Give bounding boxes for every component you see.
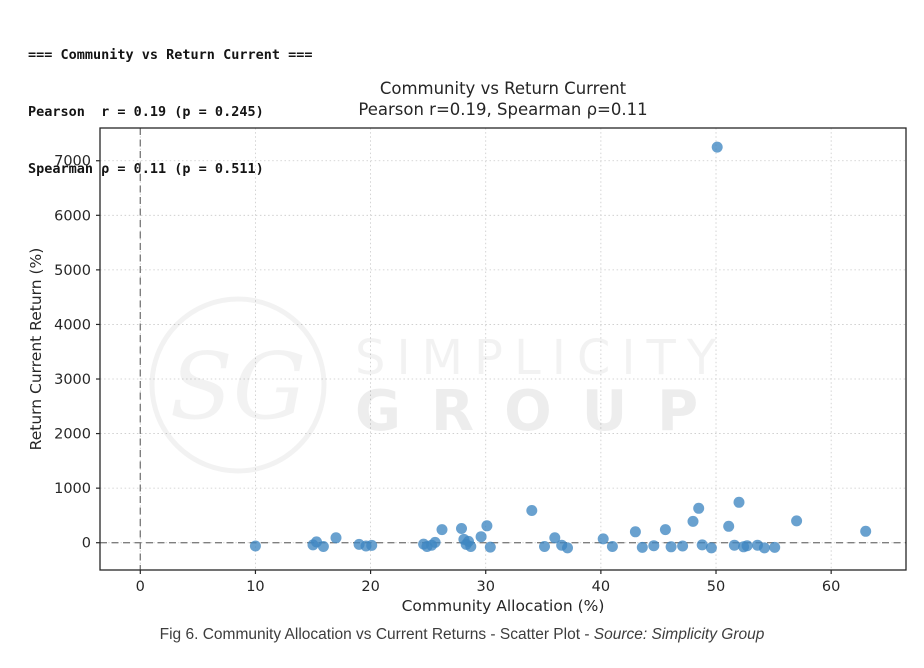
scatter-point (549, 532, 561, 544)
chart-titles: Community vs Return Current Pearson r=0.… (100, 78, 906, 120)
scatter-point (317, 541, 329, 552)
scatter-point (484, 541, 496, 553)
scatter-point (648, 540, 660, 552)
stats-spearman-line: Spearman ρ = 0.11 (p = 0.511) (28, 161, 264, 177)
scatter-point (769, 541, 781, 553)
y-tick-label: 5000 (54, 263, 91, 279)
watermark-line2: GROUP (355, 379, 728, 444)
scatter-point (597, 533, 609, 545)
scatter-point (429, 536, 441, 548)
scatter-point (481, 520, 493, 532)
figure-caption: Fig 6. Community Allocation vs Current R… (0, 626, 924, 644)
scatter-point (711, 141, 723, 153)
y-tick-label: 4000 (54, 317, 91, 333)
y-tick-label: 2000 (54, 427, 91, 443)
scatter-point (475, 531, 487, 543)
x-tick-label: 40 (592, 579, 610, 595)
scatter-point (696, 539, 708, 551)
watermark-logo-icon (149, 296, 327, 474)
caption-source: Source: Simplicity Group (593, 626, 765, 643)
x-tick-label: 0 (136, 579, 145, 595)
watermark-line1: SIMPLICITY (355, 330, 727, 386)
scatter-point (539, 541, 550, 552)
watermark-monogram: SG (170, 333, 307, 440)
scatter-point (249, 540, 261, 552)
scatter-point (733, 496, 745, 508)
y-axis-label: Return Current Return (%) (27, 247, 45, 451)
scatter-point (860, 525, 872, 537)
scatter-point (366, 539, 378, 551)
scatter-point (436, 524, 448, 536)
y-tick-label: 3000 (54, 372, 91, 388)
y-tick-label: 7000 (54, 154, 91, 170)
chart-subtitle: Pearson r=0.19, Spearman ρ=0.11 (358, 100, 648, 119)
y-tick-label: 6000 (54, 208, 91, 224)
x-axis-label: Community Allocation (%) (401, 597, 605, 615)
x-tick-label: 10 (246, 579, 264, 595)
scatter-point (758, 542, 770, 554)
x-tick-label: 30 (477, 579, 495, 595)
scatter-point (562, 542, 573, 554)
scatter-point (723, 520, 735, 532)
scatter-point (659, 524, 671, 536)
scatter-point (705, 542, 717, 554)
y-tick-label: 0 (82, 536, 91, 552)
scatter-point (728, 539, 740, 551)
scatter-point (636, 541, 648, 553)
scatter-point (629, 526, 641, 538)
x-tick-label: 20 (361, 579, 379, 595)
stats-header-line: === Community vs Return Current === (28, 47, 313, 63)
scatter-point (687, 515, 699, 527)
x-tick-label: 60 (822, 579, 840, 595)
caption-text: Fig 6. Community Allocation vs Current R… (159, 626, 594, 643)
scatter-point (456, 523, 467, 534)
x-tick-label: 50 (707, 579, 725, 595)
scatter-point (791, 515, 803, 527)
scatter-point (665, 541, 677, 553)
stats-pearson-line: Pearson r = 0.19 (p = 0.245) (28, 104, 264, 120)
scatter-point (693, 502, 705, 514)
scatter-point (465, 541, 477, 552)
scatter-point (330, 532, 342, 544)
scatter-point (677, 540, 689, 552)
scatter-point (526, 505, 538, 516)
scatter-point (606, 541, 618, 552)
chart-title: Community vs Return Current (379, 79, 627, 98)
stats-text-block: === Community vs Return Current === Pear… (28, 8, 312, 217)
y-tick-label: 1000 (54, 481, 91, 497)
scatter-point (741, 540, 753, 552)
plot-border (99, 127, 907, 571)
